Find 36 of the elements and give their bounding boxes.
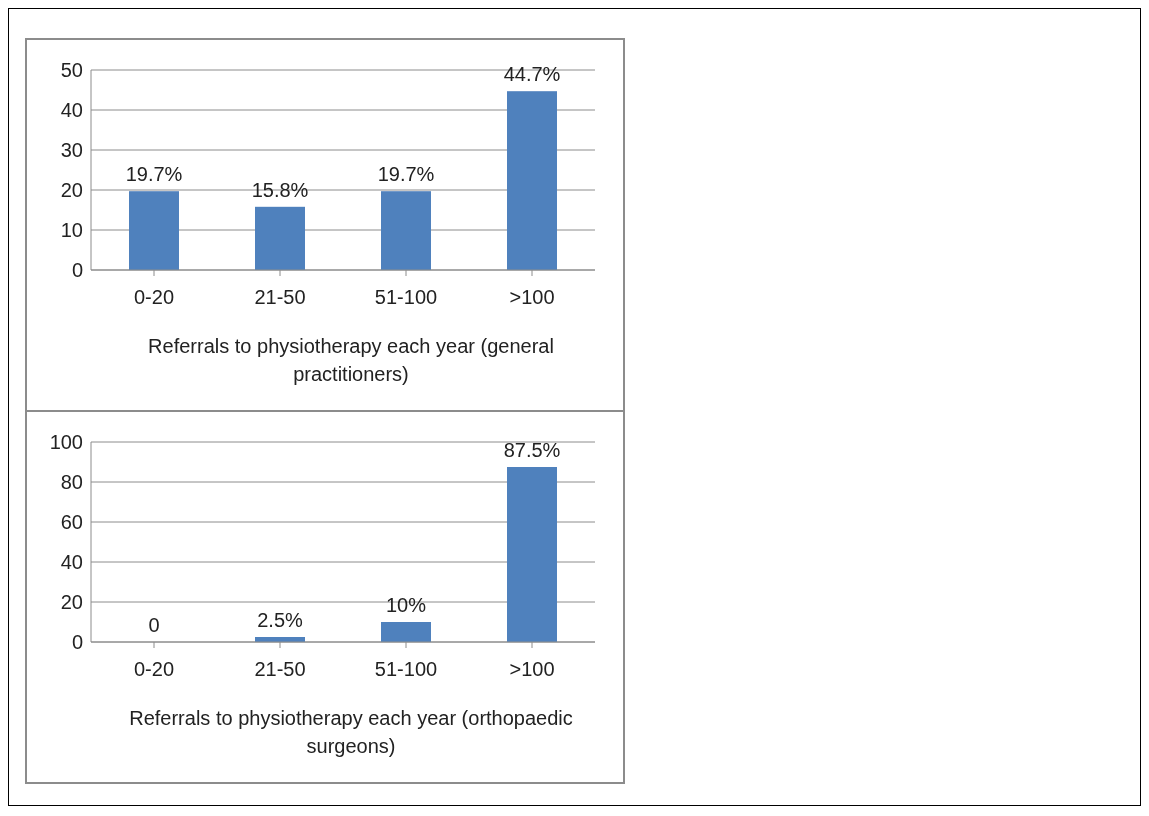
data-label: 87.5%: [503, 439, 561, 461]
x-tick-label: >100: [509, 658, 555, 681]
y-tick-label: 40: [60, 99, 83, 122]
x-tick-label: 0-20: [133, 286, 175, 309]
x-tick-label: 51-100: [374, 658, 438, 681]
y-tick-label: 100: [49, 431, 83, 454]
bar: [507, 467, 557, 642]
y-tick-label: 80: [60, 471, 83, 494]
y-tick-label: 0: [71, 631, 83, 654]
data-label: 15.8%: [251, 178, 309, 201]
y-tick-label: 10: [60, 219, 83, 242]
data-label: 19.7%: [377, 163, 435, 186]
x-tick-label: 0-20: [133, 658, 175, 681]
y-tick-label: 0: [71, 259, 83, 282]
data-label: 2.5%: [257, 609, 304, 631]
y-tick-label: 30: [60, 139, 83, 162]
bar: [507, 91, 557, 270]
y-tick-label: 60: [60, 511, 83, 534]
bar: [129, 191, 179, 270]
x-tick-label: 21-50: [254, 286, 306, 309]
y-tick-label: 20: [60, 179, 83, 202]
y-tick-label: 40: [60, 551, 83, 574]
data-label: 10%: [385, 594, 427, 616]
y-tick-label: 20: [60, 591, 83, 614]
y-tick-label: 50: [60, 59, 83, 82]
data-label: 0: [148, 614, 160, 636]
x-axis-title: Referrals to physiotherapy each year (general practitioners): [147, 334, 555, 387]
x-tick-label: 21-50: [254, 658, 306, 681]
bar: [255, 206, 305, 270]
x-axis-title: Referrals to physiotherapy each year (orthopaedic surgeons): [128, 706, 574, 759]
x-tick-label: >100: [509, 286, 555, 309]
bar: [381, 622, 431, 642]
bar: [381, 191, 431, 270]
data-label: 44.7%: [503, 63, 561, 86]
x-tick-label: 51-100: [374, 286, 438, 309]
data-label: 19.7%: [125, 163, 183, 186]
